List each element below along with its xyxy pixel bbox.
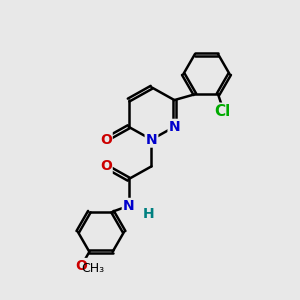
Text: N: N bbox=[146, 133, 157, 147]
Text: CH₃: CH₃ bbox=[81, 262, 104, 275]
Text: Cl: Cl bbox=[214, 104, 231, 119]
Text: O: O bbox=[100, 133, 112, 147]
Text: O: O bbox=[75, 259, 87, 273]
Text: O: O bbox=[100, 159, 112, 173]
Text: H: H bbox=[143, 207, 154, 221]
Text: N: N bbox=[169, 120, 180, 134]
Text: N: N bbox=[123, 199, 134, 213]
